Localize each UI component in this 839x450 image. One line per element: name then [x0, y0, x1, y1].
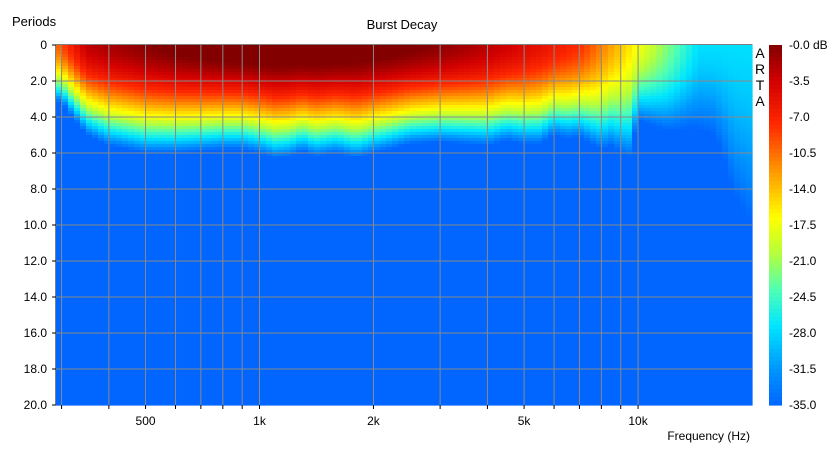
heatmap-cell [218, 402, 225, 406]
heatmap-cell [152, 402, 159, 406]
heatmap-cell [236, 402, 243, 406]
heatmap-cell [278, 402, 285, 406]
heatmap-cell [206, 402, 213, 406]
heatmap-cell [146, 402, 153, 406]
heatmap-cell [134, 402, 141, 406]
heatmap-cell [62, 402, 69, 406]
heatmap-cell [92, 402, 99, 406]
x-axis-label: Frequency (Hz) [667, 429, 750, 443]
heatmap-cell [98, 402, 105, 406]
heatmap-cell [116, 402, 123, 406]
heatmap-cell [164, 402, 171, 406]
heatmap-cell [86, 402, 93, 406]
heatmap-cell [128, 402, 135, 406]
heatmap-cell [212, 402, 219, 406]
heatmap-cell [242, 402, 249, 406]
heatmap-cell [194, 402, 201, 406]
heatmap-cell [158, 402, 165, 406]
heatmap-cell [122, 402, 129, 406]
heatmap-cell [272, 402, 279, 406]
heatmap-cell [182, 402, 189, 406]
heatmap-cell [110, 402, 117, 406]
chart-title: Burst Decay [367, 17, 438, 32]
heatmap-cell [68, 402, 75, 406]
heatmap-cell [80, 402, 87, 406]
heatmap-cell [230, 402, 237, 406]
heatmap-cell [74, 402, 81, 406]
heatmap-cell [224, 402, 231, 406]
heatmap-cell [188, 402, 195, 406]
heatmap-cell [104, 402, 111, 406]
heatmap-cell [248, 402, 255, 406]
heatmap-cell [296, 402, 303, 406]
heatmap-cell [176, 402, 183, 406]
heatmap-cell [290, 402, 297, 406]
y-axis-label: Periods [12, 14, 57, 29]
heatmap-cell [266, 402, 273, 406]
heatmap-cell [260, 402, 267, 406]
heatmap-cell [284, 402, 291, 406]
